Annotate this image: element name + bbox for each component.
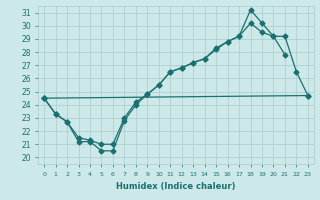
X-axis label: Humidex (Indice chaleur): Humidex (Indice chaleur) — [116, 182, 236, 191]
